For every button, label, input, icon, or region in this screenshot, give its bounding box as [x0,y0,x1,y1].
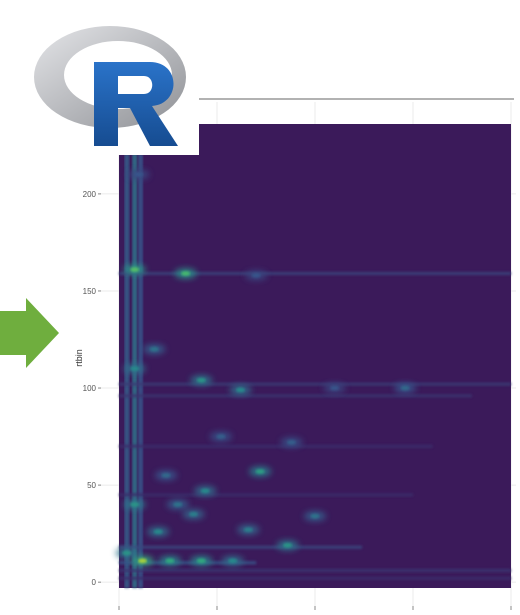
heatmap-peak [173,502,183,507]
heatmap-peak [286,440,296,445]
heatmap-peak [165,558,175,564]
heatmap-peak [130,366,140,371]
heatmap-peak [251,273,261,278]
heatmap-peak [153,529,163,534]
y-axis-title: rtbin [74,349,84,367]
heatmap-band [119,576,511,580]
heatmap-peak [330,385,340,391]
y-tick-label: 200 [83,190,97,199]
heatmap-peak [400,385,410,391]
heatmap-peak [149,346,159,352]
heatmap-band [119,569,511,573]
heatmap-band [119,493,413,497]
heatmap-peak [188,511,198,517]
heatmap-band [119,561,257,565]
heatmap-peak [122,550,132,556]
heatmap-peak [196,377,206,383]
x-axis [118,606,512,610]
heatmap-peak [181,271,191,276]
heatmap-peak [310,513,320,519]
y-tick-label: 0 [92,578,97,587]
heatmap-background [119,124,511,588]
heatmap-band [119,271,511,275]
heatmap-peak [283,542,293,548]
heatmap-band [119,444,433,448]
heatmap-band [119,394,472,398]
heatmap-band [119,545,363,549]
peak-spots [115,169,417,566]
heatmap-peak [130,502,140,507]
heatmap-peak [138,558,148,564]
heatmap-peak [200,488,210,494]
heatmap-peak [236,387,246,393]
heatmap-peak [196,558,206,564]
horizontal-bands [119,271,511,580]
right-arrow-icon [0,298,59,368]
y-tick-label: 50 [87,481,96,490]
y-tick-label: 150 [83,287,97,296]
heatmap-peak [216,434,226,439]
y-axis: 0 50 100 150 200 [83,190,101,587]
heatmap-panel [115,124,511,588]
heatmap-peak [130,267,140,272]
heatmap-peak [243,527,253,533]
y-tick-label: 100 [83,384,97,393]
heatmap-peak [134,172,144,177]
heatmap-peak [161,473,171,478]
r-logo [34,26,199,155]
heatmap-band [119,382,511,386]
heatmap-peak [255,469,265,474]
heatmap-peak [228,558,238,564]
